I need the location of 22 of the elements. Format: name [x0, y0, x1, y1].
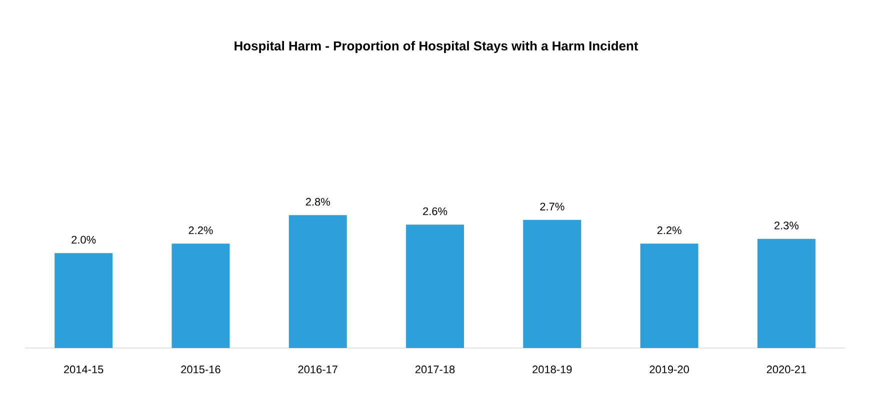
bar	[406, 224, 464, 348]
x-tick-label: 2014-15	[64, 366, 104, 374]
x-tick-label: 2016-17	[298, 366, 338, 374]
x-tick-label: 2020-21	[766, 366, 806, 374]
x-tick-label: 2019-20	[650, 366, 689, 374]
data-label: 2.8%	[306, 198, 330, 206]
x-tick-label: 2018-19	[532, 366, 572, 374]
bar	[172, 244, 230, 348]
chart-title: Hospital Harm - Proportion of Hospital Stays with a Harm Incident	[234, 40, 638, 54]
data-label: 2.2%	[188, 226, 213, 234]
bar	[54, 253, 113, 348]
bar	[288, 215, 347, 348]
data-label: 2.2%	[657, 226, 682, 234]
data-label: 2.6%	[423, 207, 448, 216]
data-label: 2.7%	[540, 202, 564, 210]
x-tick-label: 2015-16	[181, 366, 220, 374]
bar	[640, 244, 698, 348]
bar	[757, 238, 816, 348]
data-label: 2.0%	[72, 236, 96, 244]
bar	[523, 220, 582, 348]
data-label: 2.3%	[774, 222, 799, 230]
x-tick-label: 2017-18	[415, 366, 455, 374]
